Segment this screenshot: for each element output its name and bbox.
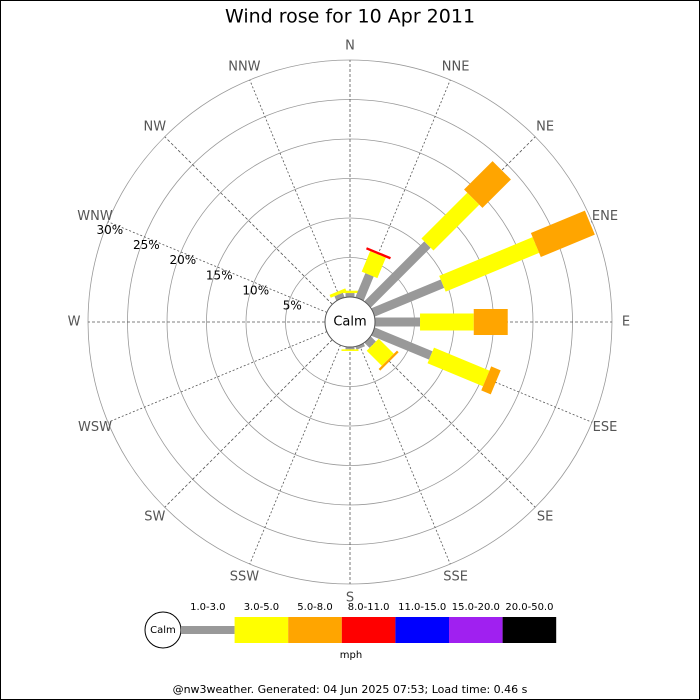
direction-label: W bbox=[68, 315, 81, 330]
ring-label: 10% bbox=[242, 283, 269, 297]
direction-label: N bbox=[345, 39, 355, 54]
direction-label: NNE bbox=[442, 60, 470, 75]
spoke bbox=[372, 331, 593, 423]
legend-label: 5.0-8.0 bbox=[297, 602, 332, 613]
petal-segment bbox=[355, 343, 365, 350]
petal-segment bbox=[439, 237, 540, 292]
petal-segment bbox=[341, 349, 359, 351]
petal-segment bbox=[364, 336, 376, 348]
ring-label: 5% bbox=[283, 299, 302, 313]
ring-label: 30% bbox=[96, 223, 123, 237]
spoke bbox=[164, 136, 333, 305]
direction-label: NW bbox=[144, 119, 167, 134]
legend-swatch bbox=[395, 617, 449, 643]
petal-segment bbox=[345, 293, 355, 297]
legend-label: 11.0-15.0 bbox=[398, 602, 446, 613]
legend-label: 3.0-5.0 bbox=[244, 602, 279, 613]
petal-segment bbox=[371, 327, 433, 360]
petal-segment bbox=[345, 347, 355, 350]
legend-swatch bbox=[449, 617, 503, 643]
petal-segment bbox=[473, 309, 508, 335]
spoke bbox=[367, 339, 536, 508]
spoke bbox=[367, 136, 536, 305]
petal-segment bbox=[378, 350, 399, 371]
spoke bbox=[249, 79, 341, 300]
spoke bbox=[107, 331, 328, 423]
footer: @nw3weather. Generated: 04 Jun 2025 07:5… bbox=[173, 683, 528, 696]
legend-label: 15.0-20.0 bbox=[452, 602, 500, 613]
legend-label: 1.0-3.0 bbox=[190, 602, 225, 613]
calm-label: Calm bbox=[333, 315, 366, 330]
ring-label: 25% bbox=[133, 238, 160, 252]
legend-swatch bbox=[181, 626, 235, 634]
direction-label: ENE bbox=[592, 209, 618, 224]
spoke bbox=[164, 339, 333, 508]
direction-label: ESE bbox=[593, 420, 618, 435]
legend-calm-label: Calm bbox=[150, 625, 176, 636]
direction-label: SE bbox=[537, 510, 553, 525]
spoke bbox=[359, 344, 451, 565]
spoke bbox=[249, 344, 341, 565]
legend-label: 8.0-11.0 bbox=[348, 602, 390, 613]
petal-segment bbox=[329, 288, 347, 298]
petal-segment bbox=[361, 251, 386, 279]
direction-label: S bbox=[346, 591, 354, 606]
ring-label: 20% bbox=[169, 253, 196, 267]
petal-segment bbox=[334, 292, 345, 301]
petal-segment bbox=[427, 347, 490, 387]
legend-unit: mph bbox=[340, 650, 362, 661]
legend-swatch bbox=[234, 617, 289, 643]
petal-segment bbox=[366, 338, 394, 366]
direction-label: NNW bbox=[228, 60, 260, 75]
petal-segment bbox=[364, 241, 431, 308]
petal-segment bbox=[530, 210, 595, 258]
petal-segment bbox=[421, 192, 480, 251]
spoke bbox=[359, 79, 451, 300]
legend-swatch bbox=[341, 617, 396, 643]
direction-label: NE bbox=[536, 119, 554, 134]
direction-label: E bbox=[622, 315, 630, 330]
chart-title: Wind rose for 10 Apr 2011 bbox=[225, 6, 475, 28]
legend-swatch bbox=[288, 617, 342, 643]
legend-label: 20.0-50.0 bbox=[505, 602, 553, 613]
petal-segment bbox=[355, 273, 374, 301]
direction-label: SW bbox=[144, 510, 165, 525]
direction-label: SSE bbox=[443, 569, 468, 584]
petal-segment bbox=[371, 279, 445, 317]
direction-label: WSW bbox=[78, 420, 112, 435]
direction-label: WNW bbox=[77, 209, 113, 224]
legend-swatch bbox=[502, 617, 557, 643]
petal-segment bbox=[481, 366, 501, 395]
petal-segment bbox=[464, 161, 511, 208]
calm-circle bbox=[324, 296, 376, 348]
petal-segment bbox=[375, 317, 421, 327]
spoke bbox=[107, 221, 328, 313]
direction-label: SSW bbox=[230, 569, 260, 584]
petal-segment bbox=[365, 247, 391, 260]
ring-label: 15% bbox=[206, 268, 233, 282]
petal-segment bbox=[420, 313, 474, 331]
